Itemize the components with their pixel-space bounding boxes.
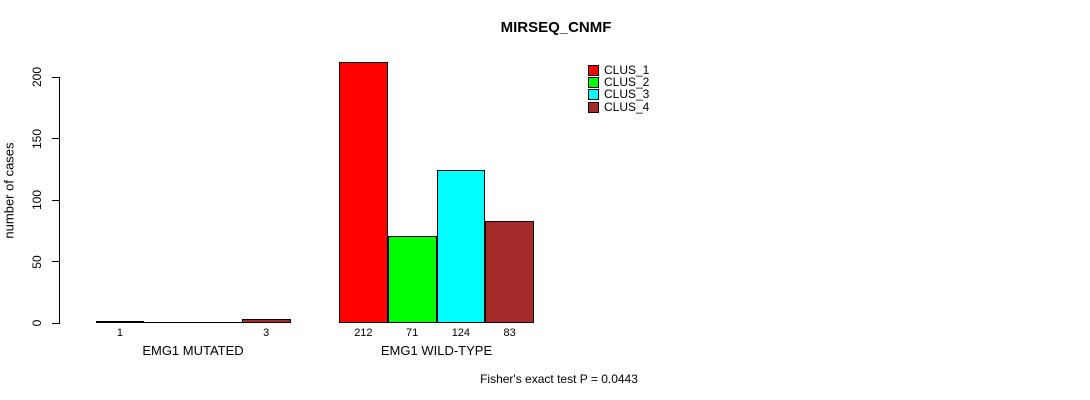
bar-clus_4-group1	[241, 319, 291, 323]
bar-clus_1-group2	[339, 62, 388, 323]
y-axis-tick	[52, 199, 59, 201]
bar-value-label: 71	[406, 327, 419, 339]
y-axis-tick	[52, 322, 59, 324]
bar-clus_3-group2	[436, 170, 486, 323]
y-axis-tick	[52, 138, 59, 139]
bar-clus_1-group1	[95, 321, 145, 323]
bar-value-label: 212	[354, 327, 373, 339]
y-axis-tick-label: 0	[30, 319, 44, 327]
y-axis	[59, 77, 60, 324]
y-axis-tick-label: 200	[30, 66, 44, 88]
bar-value-label: 83	[503, 327, 516, 339]
bar-clus_4-group2	[485, 221, 534, 323]
legend-swatch-clus_3	[588, 89, 599, 101]
legend-swatch-clus_2	[588, 77, 599, 89]
chart-title: MIRSEQ_CNMF	[500, 19, 612, 36]
x-axis-group-label: EMG1 WILD-TYPE	[380, 343, 493, 358]
y-axis-tick-label: 100	[30, 189, 44, 211]
fisher-test-annotation: Fisher's exact test P = 0.0443	[480, 372, 638, 386]
legend-label-clus_2: CLUS_2	[604, 75, 650, 90]
legend-label-clus_1: CLUS_1	[604, 63, 650, 77]
bar-zero-clus_3	[193, 322, 242, 323]
legend-swatch-clus_1	[588, 65, 599, 76]
legend-label-clus_4: CLUS_4	[604, 99, 650, 114]
legend-swatch-clus_4	[588, 101, 599, 113]
bar-value-label: 3	[263, 327, 270, 339]
bar-zero-clus_2	[144, 322, 193, 323]
y-axis-tick	[52, 76, 59, 78]
y-axis-label: number of cases	[1, 142, 17, 239]
bar-value-label: 1	[116, 327, 123, 339]
y-axis-tick	[52, 261, 59, 262]
y-axis-tick-label: 50	[30, 254, 44, 269]
x-axis-group-label: EMG1 MUTATED	[142, 343, 244, 358]
bar-value-label: 124	[451, 327, 471, 339]
legend-label-clus_3: CLUS_3	[604, 87, 650, 102]
bar-clus_2-group2	[387, 236, 437, 323]
y-axis-tick-label: 150	[30, 128, 44, 149]
